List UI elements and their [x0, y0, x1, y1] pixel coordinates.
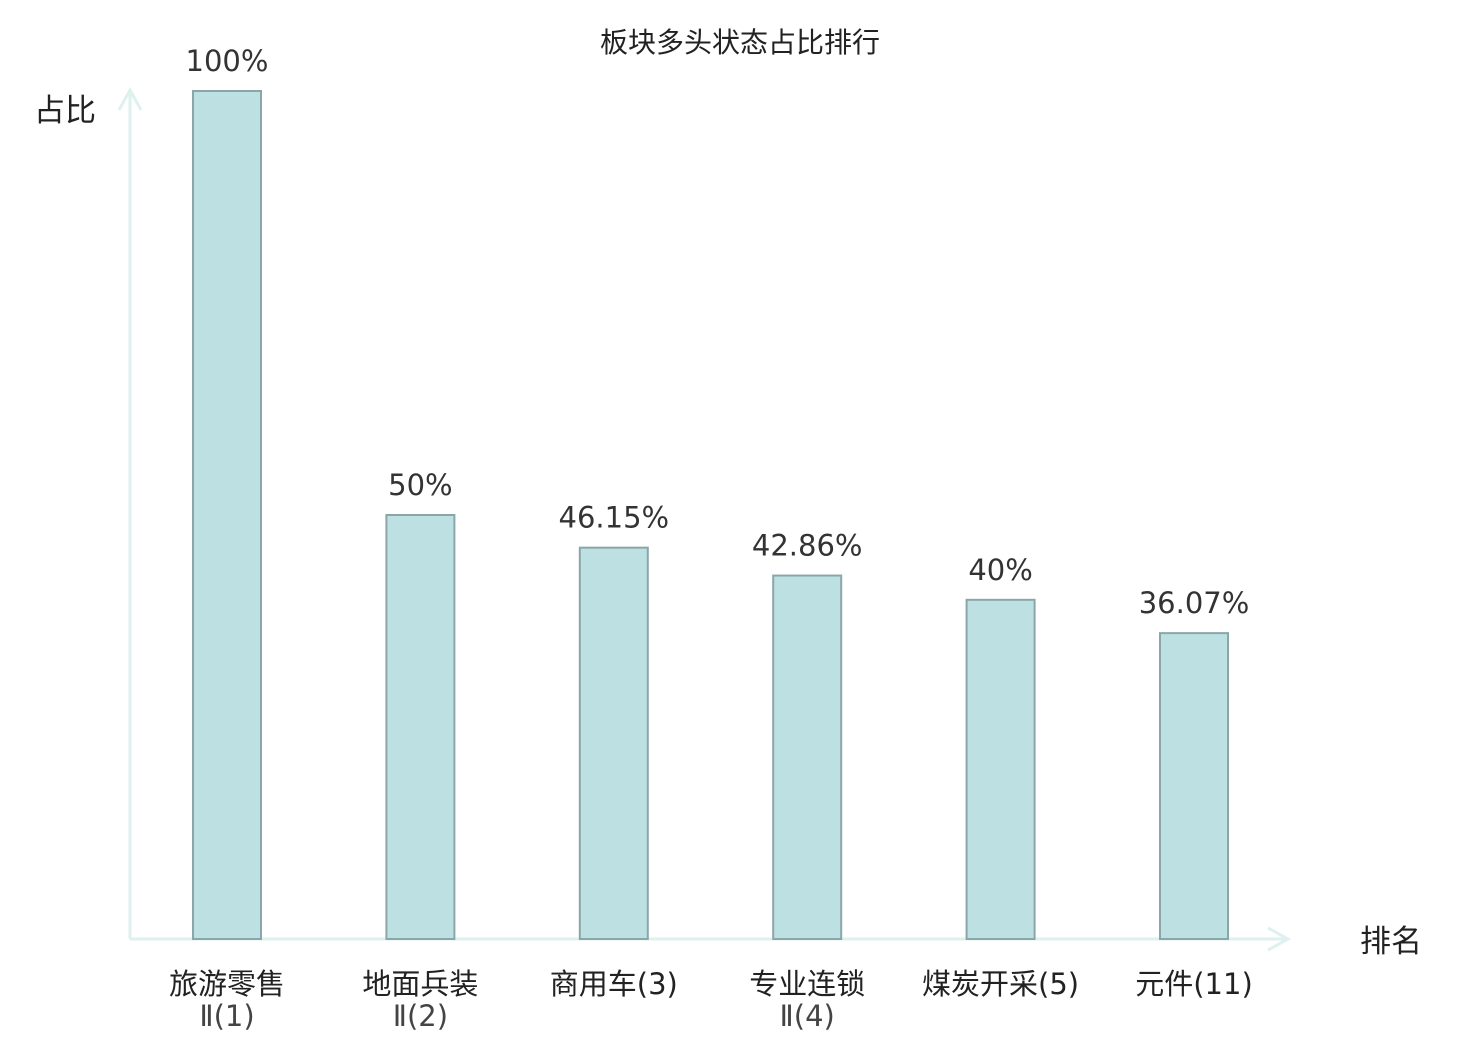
category-label: Ⅱ(1) — [199, 999, 254, 1033]
category-label: Ⅱ(2) — [393, 999, 448, 1033]
category-label: 旅游零售 — [169, 967, 285, 1001]
y-axis-arrow — [117, 86, 143, 111]
category-label: 地面兵装 — [362, 967, 478, 1001]
chart-title: 板块多头状态占比排行 — [600, 26, 880, 59]
bar — [385, 514, 456, 940]
category-label: 专业连锁 — [749, 967, 865, 1001]
bar — [192, 90, 262, 940]
x-axis-label: 排名 — [1360, 924, 1422, 960]
value-label: 46.15% — [559, 501, 670, 535]
category-label: 煤炭开采(5) — [922, 967, 1079, 1001]
y-axis-label: 占比 — [34, 93, 96, 129]
bars — [192, 90, 1229, 940]
value-label: 42.86% — [752, 529, 863, 563]
category-label: 商用车(3) — [550, 967, 678, 1001]
bar — [965, 598, 1036, 940]
value-labels: 100% 50% 46.15% 42.86% 40% 36.07% — [186, 44, 1250, 620]
axes — [117, 86, 1292, 952]
bar — [772, 574, 843, 940]
x-axis-arrow — [1267, 926, 1292, 952]
category-label: Ⅱ(4) — [780, 999, 835, 1033]
value-label: 50% — [388, 468, 452, 502]
category-label: 元件(11) — [1135, 967, 1253, 1001]
value-label: 36.07% — [1139, 586, 1250, 620]
value-label: 40% — [968, 553, 1032, 587]
bar — [1159, 632, 1229, 940]
bar — [578, 546, 649, 940]
value-label: 100% — [186, 44, 269, 78]
